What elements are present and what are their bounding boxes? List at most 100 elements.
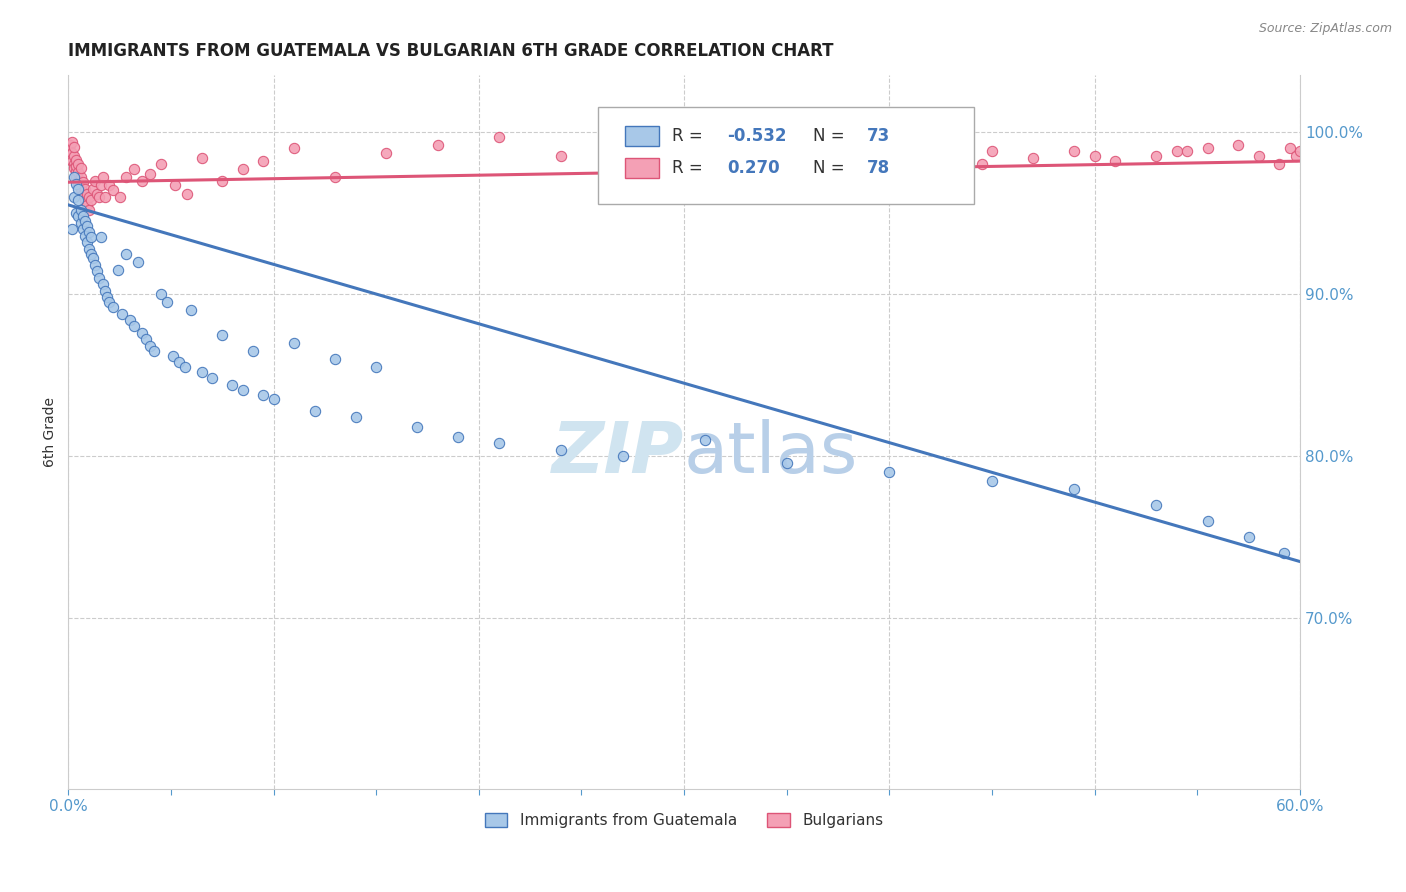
Point <box>1144 149 1167 163</box>
Point <box>1175 145 1198 159</box>
Point <box>693 433 716 447</box>
Point <box>108 190 131 204</box>
Point <box>1237 530 1260 544</box>
Point <box>242 343 264 358</box>
Point <box>69 170 91 185</box>
Point <box>879 137 901 152</box>
Point <box>139 339 162 353</box>
Point <box>776 456 799 470</box>
Point <box>283 141 305 155</box>
Point <box>76 186 98 201</box>
Point <box>162 349 184 363</box>
Point <box>87 270 110 285</box>
Point <box>98 295 121 310</box>
Point <box>211 173 233 187</box>
Point <box>91 170 114 185</box>
Point <box>65 159 87 173</box>
Point <box>1022 151 1045 165</box>
Point <box>1247 149 1270 163</box>
Point <box>1063 145 1085 159</box>
Point <box>252 387 274 401</box>
Text: ZIP: ZIP <box>553 418 685 488</box>
Point <box>127 254 149 268</box>
Point <box>366 359 388 374</box>
Point <box>94 284 117 298</box>
Point <box>550 442 572 457</box>
Point <box>114 246 136 260</box>
Point <box>131 173 153 187</box>
Point <box>1197 141 1219 155</box>
Point <box>90 230 112 244</box>
Y-axis label: 6th Grade: 6th Grade <box>44 397 58 467</box>
Point <box>406 420 429 434</box>
Point <box>221 377 243 392</box>
Point <box>82 252 104 266</box>
Point <box>1063 482 1085 496</box>
Point <box>176 186 198 201</box>
Point <box>84 258 107 272</box>
Text: R =: R = <box>672 159 713 177</box>
Point <box>76 198 98 212</box>
Point <box>67 157 90 171</box>
Point <box>1289 145 1312 159</box>
Text: atlas: atlas <box>685 418 859 488</box>
Point <box>63 139 86 153</box>
Point <box>180 303 202 318</box>
Text: 78: 78 <box>866 159 890 177</box>
Point <box>612 449 634 463</box>
Point <box>67 165 90 179</box>
Point <box>970 157 993 171</box>
Point <box>96 290 118 304</box>
Point <box>60 135 83 149</box>
Point <box>76 235 98 250</box>
Point <box>323 170 346 185</box>
Point <box>304 404 326 418</box>
Point <box>118 313 141 327</box>
Point <box>76 219 98 233</box>
Point <box>344 410 367 425</box>
Point <box>1285 149 1308 163</box>
Point <box>167 355 190 369</box>
Text: R =: R = <box>672 127 707 145</box>
Point <box>110 306 132 320</box>
Point <box>1227 137 1250 152</box>
Point <box>1272 546 1295 560</box>
Point <box>69 202 91 217</box>
Point <box>94 190 117 204</box>
Point <box>63 161 86 175</box>
Point <box>65 170 87 185</box>
Point <box>63 190 86 204</box>
Point <box>211 327 233 342</box>
Point <box>63 157 86 171</box>
Text: N =: N = <box>814 127 851 145</box>
Point <box>86 264 108 278</box>
Point <box>550 149 572 163</box>
Point <box>122 162 145 177</box>
Point <box>114 170 136 185</box>
Point <box>67 182 90 196</box>
Point <box>879 466 901 480</box>
Point <box>447 430 470 444</box>
Point <box>63 170 86 185</box>
Point <box>67 173 90 187</box>
Point <box>190 151 212 165</box>
Point <box>426 137 449 152</box>
Point <box>232 162 254 177</box>
Point <box>263 392 285 407</box>
Point <box>80 193 103 207</box>
Point <box>65 177 87 191</box>
Point <box>981 145 1004 159</box>
Point <box>103 183 125 197</box>
Point <box>77 190 100 204</box>
Point <box>103 300 125 314</box>
Point <box>488 129 510 144</box>
Point <box>63 149 86 163</box>
Text: 0.270: 0.270 <box>727 159 780 177</box>
Point <box>91 277 114 292</box>
Point <box>776 149 799 163</box>
Point <box>77 226 100 240</box>
Point <box>60 222 83 236</box>
Point <box>1197 514 1219 528</box>
Text: -0.532: -0.532 <box>727 127 787 145</box>
Text: Source: ZipAtlas.com: Source: ZipAtlas.com <box>1258 22 1392 36</box>
